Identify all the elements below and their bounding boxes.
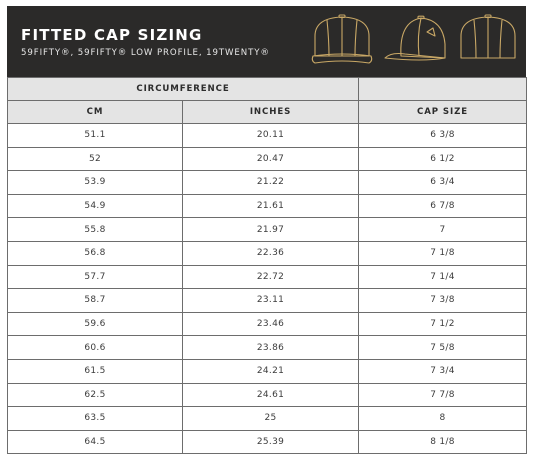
column-header-cap-size: CAP SIZE [358,100,528,124]
cm-cell: 58.7 [7,288,183,313]
cap-size-cell: 7 3/4 [358,358,528,384]
inches-cell: 20.11 [181,123,360,148]
cap-size-cell: 6 3/4 [358,170,528,195]
cm-cell: 55.8 [7,217,183,242]
inches-cell: 20.47 [181,146,360,172]
table-row: 62.5 24.61 7 7/8 [7,382,528,408]
size-table: CIRCUMFERENCE CM INCHES CAP SIZE 51.1 20.… [6,77,528,455]
header-banner: FITTED CAP SIZING 59FIFTY®, 59FIFTY® LOW… [7,6,526,78]
cm-cell: 61.5 [7,358,183,384]
table-row: 57.7 22.72 7 1/4 [7,264,528,290]
cm-cell: 60.6 [7,335,183,360]
cm-cell: 57.7 [7,264,183,290]
table-row: 54.9 21.61 6 7/8 [7,193,528,219]
cap-back-icon [460,14,516,59]
cm-cell: 64.5 [7,429,183,455]
cm-cell: 54.9 [7,193,183,219]
page-title: FITTED CAP SIZING [21,26,203,44]
group-header-row: CIRCUMFERENCE [6,77,528,101]
cap-size-cell: 7 3/8 [358,288,528,313]
inches-cell: 21.22 [181,170,360,195]
inches-cell: 23.86 [181,335,360,360]
table-row: 64.5 25.39 8 1/8 [7,429,528,455]
inches-cell: 22.36 [181,240,360,266]
cap-front-icon [311,14,373,64]
cap-size-cell: 7 1/8 [358,240,528,266]
empty-group-cell [358,77,528,101]
table-row: 56.8 22.36 7 1/8 [7,240,528,266]
table-row: 53.9 21.22 6 3/4 [7,170,528,195]
cm-cell: 52 [7,146,183,172]
inches-cell: 24.21 [181,358,360,384]
cap-size-cell: 7 5/8 [358,335,528,360]
cm-cell: 59.6 [7,311,183,337]
cap-size-cell: 7 [358,217,528,242]
table-row: 52 20.47 6 1/2 [7,146,528,172]
inches-cell: 24.61 [181,382,360,408]
circumference-header: CIRCUMFERENCE [6,77,360,101]
table-row: 60.6 23.86 7 5/8 [7,335,528,360]
inches-cell: 25.39 [181,429,360,455]
inches-cell: 22.72 [181,264,360,290]
table-row: 59.6 23.46 7 1/2 [7,311,528,337]
inches-cell: 21.97 [181,217,360,242]
inches-cell: 25 [181,406,360,431]
cap-size-cell: 6 3/8 [358,123,528,148]
column-header-cm: CM [7,100,183,124]
cm-cell: 63.5 [7,406,183,431]
inches-cell: 23.46 [181,311,360,337]
cap-size-cell: 6 7/8 [358,193,528,219]
cap-size-cell: 6 1/2 [358,146,528,172]
column-header-inches: INCHES [181,100,360,124]
table-row: 63.5 25 8 [7,406,528,431]
cap-size-cell: 8 [358,406,528,431]
table-row: 61.5 24.21 7 3/4 [7,358,528,384]
cap-size-cell: 7 1/4 [358,264,528,290]
cap-size-cell: 7 7/8 [358,382,528,408]
cap-size-cell: 7 1/2 [358,311,528,337]
inches-cell: 21.61 [181,193,360,219]
cap-side-icon [384,15,446,61]
table-row: 55.8 21.97 7 [7,217,528,242]
cm-cell: 56.8 [7,240,183,266]
cm-cell: 53.9 [7,170,183,195]
cap-size-cell: 8 1/8 [358,429,528,455]
inches-cell: 23.11 [181,288,360,313]
cm-cell: 62.5 [7,382,183,408]
column-header-row: CM INCHES CAP SIZE [7,100,528,124]
table-row: 58.7 23.11 7 3/8 [7,288,528,313]
page-subtitle: 59FIFTY®, 59FIFTY® LOW PROFILE, 19TWENTY… [21,48,270,58]
table-row: 51.1 20.11 6 3/8 [7,123,528,148]
cm-cell: 51.1 [7,123,183,148]
